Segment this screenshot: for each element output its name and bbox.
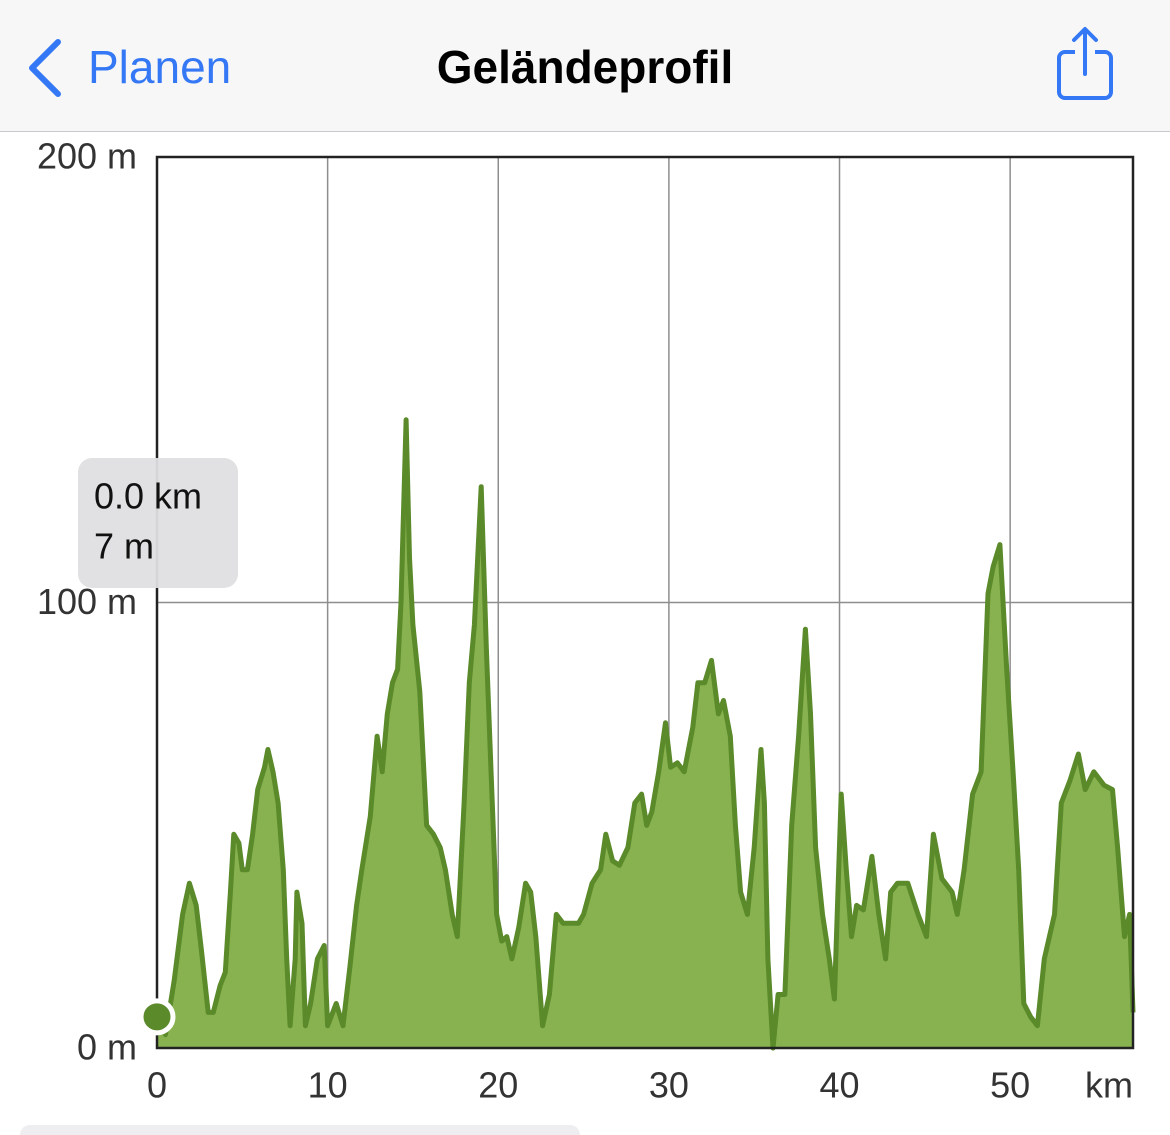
x-tick-label: 40 [819,1065,859,1106]
tooltip: 0.0 km 7 m [78,458,238,588]
tooltip-distance: 0.0 km [94,476,202,517]
tooltip-elevation: 7 m [94,526,154,567]
y-tick-label: 200 m [37,136,137,177]
share-button[interactable] [1050,24,1120,104]
x-axis-label: km [1085,1065,1133,1106]
area-line [154,417,1136,1051]
x-tick-label: 50 [990,1065,1030,1106]
position-marker [138,998,176,1036]
plot-frame [155,155,1135,1050]
tooltip-box [78,458,238,588]
y-tick-label: 0 m [77,1027,137,1068]
nav-title: Geländeprofil [436,41,734,93]
area-fill [157,419,1133,1048]
x-tick-label: 0 [147,1065,167,1106]
x-tick-label: 10 [308,1065,348,1106]
back-button[interactable]: Planen [88,41,232,93]
x-tick-label: 30 [649,1065,689,1106]
nav-bar: Planen Geländeprofil [0,0,1170,132]
x-tick-label: 20 [478,1065,518,1106]
back-chevron[interactable] [26,38,66,98]
bottom-sheet-edge [20,1125,580,1135]
